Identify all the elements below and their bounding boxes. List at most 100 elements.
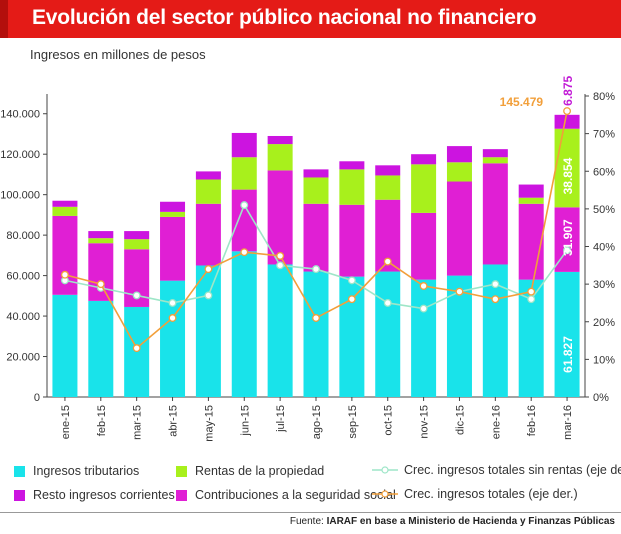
legend-line-totales [372, 490, 398, 498]
x-tick-label: sep-15 [347, 405, 359, 439]
line-point-line_sin_rentas [240, 201, 249, 210]
bar-rentas [124, 239, 150, 250]
line-point-line_totales [60, 270, 69, 279]
bar-contribuciones [411, 212, 437, 280]
line-point-line_sin_rentas [312, 265, 320, 274]
bar-tributarios [303, 271, 329, 397]
bar-tributarios [52, 294, 78, 397]
source-note: Fuente: IARAF en base a Ministerio de Ha… [290, 516, 615, 527]
bar-rentas [446, 162, 472, 182]
line-point-line_totales [204, 265, 213, 274]
legend-label-rentas: Rentas de la propiedad [195, 464, 325, 478]
line-point-line_totales [419, 282, 428, 290]
bar-contribuciones [339, 204, 365, 277]
line-point-line_totales [96, 280, 105, 289]
line-point-line_sin_rentas [204, 291, 213, 300]
bar-rentas [482, 157, 508, 164]
bar-contribuciones [482, 163, 508, 265]
bar-rentas [267, 144, 293, 171]
y-right-tick-label: 80% [593, 91, 615, 103]
y-right-tick-label: 60% [593, 166, 615, 178]
line-point-line_totales [276, 251, 285, 260]
legend-label-contribuciones: Contribuciones a la seguridad social [195, 488, 396, 502]
source-divider [0, 512, 621, 513]
legend-line-sin-rentas [372, 466, 398, 474]
bar-rentas [339, 169, 365, 205]
bar-rentas [303, 177, 329, 204]
legend-label-resto: Resto ingresos corrientes [33, 488, 175, 502]
line-point-line_sin_rentas [383, 298, 392, 307]
chart-subtitle: Ingresos en millones de pesos [30, 47, 206, 62]
line-point-line_totales [312, 314, 320, 322]
line-point-line_sin_rentas [419, 304, 428, 313]
y-left-tick-label: 40.000 [6, 311, 40, 323]
source-prefix: Fuente: [289, 516, 324, 527]
bar-tributarios [88, 300, 114, 397]
x-tick-label: dic-15 [454, 405, 466, 435]
x-tick-label: nov-15 [419, 405, 431, 439]
bar-contribuciones [160, 216, 186, 281]
legend-label-tributarios: Ingresos tributarios [33, 464, 140, 478]
bar-tributarios [267, 264, 293, 397]
line-point-line_totales [383, 257, 392, 266]
bar-rentas [88, 238, 114, 244]
line-point-line_totales [491, 295, 500, 304]
legend-item-tributarios: Ingresos tributarios [14, 464, 139, 478]
x-tick-label: feb-16 [526, 405, 538, 436]
y-right-tick-label: 30% [593, 279, 615, 291]
x-tick-label: may-15 [203, 405, 215, 442]
data-label-contribuciones: 31.907 [561, 219, 575, 256]
title-bar: Evolución del sector público nacional no… [0, 0, 621, 38]
bar-contribuciones [195, 203, 221, 266]
y-right-tick-label: 20% [593, 317, 615, 329]
line-point-line_totales [240, 248, 249, 257]
y-left-tick-label: 80.000 [6, 230, 40, 242]
bar-tributarios [375, 271, 401, 397]
data-label-total: 145.479 [500, 95, 544, 109]
bar-tributarios [339, 276, 365, 397]
bar-contribuciones [267, 170, 293, 265]
bar-rentas [554, 128, 580, 208]
line-point-line_totales [527, 287, 536, 296]
bar-resto [88, 231, 114, 239]
bar-rentas [160, 211, 186, 217]
bar-resto [231, 132, 257, 158]
y-right-tick-label: 10% [593, 354, 615, 366]
bar-tributarios [195, 265, 221, 397]
x-tick-label: mar-15 [132, 405, 144, 440]
line-point-line_totales [347, 295, 356, 304]
line-point-line_totales [563, 107, 572, 115]
x-tick-label: ene-16 [490, 405, 502, 439]
line-point-line_sin_rentas [491, 280, 500, 289]
x-tick-label: abr-15 [168, 405, 180, 437]
data-label-rentas: 38.854 [561, 157, 575, 194]
legend-swatch-tributarios [14, 465, 25, 477]
bar-contribuciones [88, 243, 114, 301]
legend-swatch-contribuciones [176, 489, 187, 501]
bar-tributarios [160, 280, 186, 397]
x-tick-label: oct-15 [383, 405, 395, 436]
bar-contribuciones [446, 181, 472, 276]
bar-rentas [375, 175, 401, 200]
bar-resto [52, 200, 78, 207]
legend: Ingresos tributarios Rentas de la propie… [0, 458, 621, 510]
bar-tributarios [411, 279, 437, 397]
x-tick-label: mar-16 [562, 405, 574, 440]
line-point-line_sin_rentas [563, 246, 572, 255]
line-point-line_sin_rentas [347, 276, 356, 285]
bar-resto [339, 161, 365, 170]
legend-swatch-rentas [176, 465, 187, 477]
bar-resto [375, 165, 401, 176]
bar-resto [124, 231, 150, 240]
y-left-tick-label: 20.000 [6, 352, 40, 364]
x-tick-label: jun-15 [239, 405, 251, 437]
line-point-line_sin_rentas [276, 261, 285, 270]
line-point-line_sin_rentas [132, 291, 141, 300]
bar-rentas [231, 157, 257, 190]
y-right-tick-label: 40% [593, 242, 615, 254]
legend-label-sin-rentas: Crec. ingresos totales sin rentas (eje d… [404, 463, 621, 477]
line-point-line_totales [132, 344, 141, 353]
legend-item-totales: Crec. ingresos totales (eje der.) [372, 487, 578, 501]
bar-tributarios [231, 251, 257, 397]
y-left-tick-label: 100.000 [0, 190, 40, 202]
